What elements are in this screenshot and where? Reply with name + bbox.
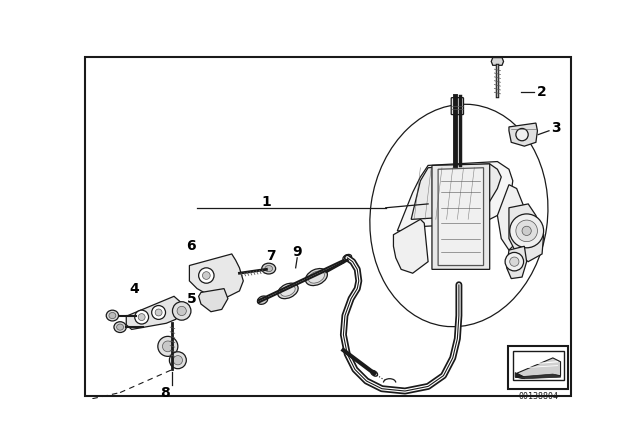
FancyBboxPatch shape — [451, 98, 463, 115]
Polygon shape — [492, 58, 504, 65]
Bar — [508, 346, 568, 389]
Text: 8: 8 — [160, 386, 170, 400]
Ellipse shape — [262, 263, 276, 274]
Ellipse shape — [109, 313, 116, 319]
Text: 2: 2 — [537, 85, 547, 99]
Polygon shape — [515, 374, 561, 379]
Circle shape — [158, 336, 178, 356]
Polygon shape — [509, 123, 538, 146]
Ellipse shape — [305, 268, 328, 285]
Text: 3: 3 — [551, 121, 561, 135]
Ellipse shape — [278, 283, 298, 299]
Text: 4: 4 — [129, 282, 139, 296]
Circle shape — [522, 226, 531, 236]
Text: 7: 7 — [266, 249, 276, 263]
Circle shape — [202, 271, 210, 280]
Ellipse shape — [257, 296, 268, 304]
Text: 1: 1 — [262, 194, 271, 209]
Polygon shape — [438, 168, 484, 266]
Circle shape — [170, 352, 186, 369]
Circle shape — [177, 306, 186, 315]
Circle shape — [135, 310, 148, 324]
Circle shape — [505, 252, 524, 271]
Ellipse shape — [265, 266, 273, 271]
Ellipse shape — [114, 322, 126, 332]
Polygon shape — [411, 164, 501, 220]
Circle shape — [155, 309, 162, 316]
Text: 00138804: 00138804 — [518, 392, 558, 401]
Polygon shape — [507, 246, 527, 279]
Ellipse shape — [343, 254, 351, 261]
Text: 6: 6 — [186, 239, 196, 253]
Ellipse shape — [106, 310, 118, 321]
Text: 9: 9 — [292, 246, 302, 259]
Ellipse shape — [370, 104, 548, 327]
Circle shape — [516, 220, 538, 241]
Polygon shape — [515, 373, 524, 379]
Polygon shape — [497, 185, 524, 250]
Circle shape — [138, 314, 145, 321]
Polygon shape — [189, 254, 243, 299]
Circle shape — [516, 129, 528, 141]
Ellipse shape — [281, 286, 295, 296]
Circle shape — [172, 302, 191, 320]
Circle shape — [198, 268, 214, 283]
Polygon shape — [397, 162, 513, 231]
Circle shape — [173, 356, 182, 365]
Circle shape — [163, 341, 173, 352]
Circle shape — [509, 257, 519, 266]
Ellipse shape — [116, 324, 124, 330]
Polygon shape — [126, 296, 180, 329]
Polygon shape — [509, 204, 543, 262]
Bar — [513, 351, 564, 380]
Ellipse shape — [371, 370, 378, 376]
Circle shape — [152, 306, 166, 319]
Polygon shape — [432, 164, 490, 269]
Polygon shape — [516, 358, 561, 377]
Ellipse shape — [308, 271, 324, 283]
Polygon shape — [198, 289, 228, 312]
Polygon shape — [394, 220, 428, 273]
Text: 5: 5 — [187, 292, 196, 306]
Circle shape — [509, 214, 543, 248]
